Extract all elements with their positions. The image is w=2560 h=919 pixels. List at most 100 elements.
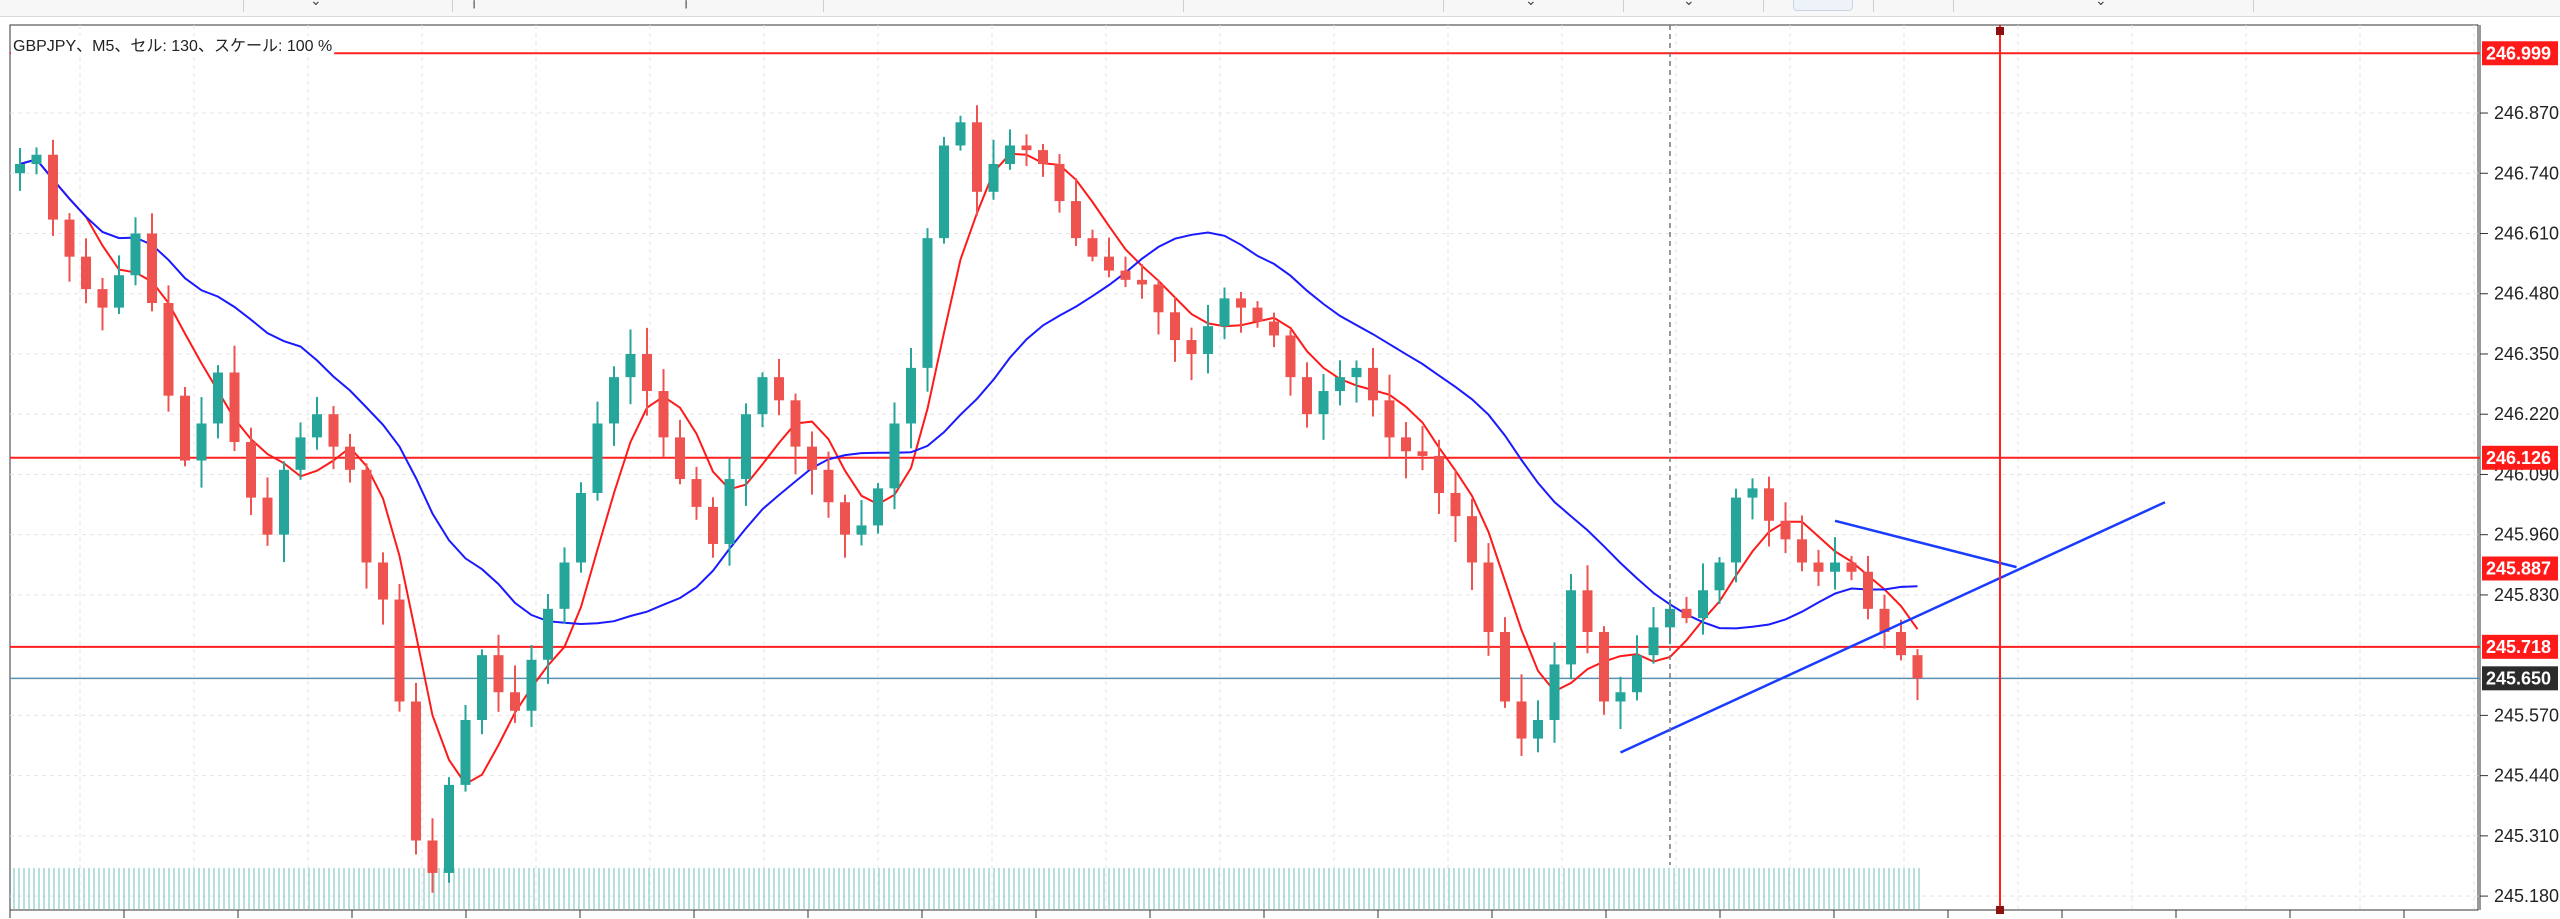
- candle: [345, 433, 355, 483]
- candle-body: [543, 608, 553, 660]
- candle-body: [790, 400, 801, 447]
- candle-body: [213, 372, 223, 424]
- toolbar-separator: [1953, 0, 1954, 12]
- candle-body: [1599, 631, 1609, 702]
- candle-body: [774, 377, 784, 401]
- toolbar-toggle-button[interactable]: [1793, 0, 1853, 11]
- candle-body: [1186, 340, 1197, 354]
- candle: [1615, 676, 1626, 730]
- dropdown-icon[interactable]: ⌄: [1683, 0, 1695, 9]
- candle: [1368, 347, 1378, 417]
- candle: [708, 497, 718, 558]
- candle-body: [196, 423, 207, 461]
- candle-body: [1236, 298, 1246, 308]
- trendline-drawings[interactable]: [1619, 501, 2166, 754]
- candle: [378, 552, 388, 625]
- candle: [1120, 256, 1131, 288]
- candle: [1516, 674, 1527, 757]
- toolbar-separator: [823, 0, 824, 12]
- candle-body: [180, 395, 190, 461]
- candle-body: [559, 562, 570, 609]
- candle-body: [922, 238, 933, 368]
- trendline: [1834, 519, 2017, 569]
- y-tick-label: 246.480: [2494, 284, 2559, 304]
- vertical-line-handle: [1996, 27, 2004, 35]
- dropdown-icon[interactable]: ⌄: [310, 0, 322, 9]
- candle-body: [1269, 321, 1279, 336]
- candle: [1483, 543, 1494, 656]
- candle: [1764, 476, 1774, 547]
- candle-body: [873, 488, 883, 526]
- candle-body: [1351, 367, 1362, 378]
- candle-body: [1797, 539, 1807, 563]
- candle: [1186, 327, 1197, 381]
- toolbar-separator: [1443, 0, 1444, 12]
- candle-body: [823, 469, 834, 503]
- candle-body: [1285, 335, 1296, 378]
- chart-frame: [9, 24, 2479, 911]
- candle: [1912, 649, 1923, 701]
- candle: [1252, 301, 1263, 328]
- candle-body: [48, 154, 58, 220]
- candle: [460, 704, 471, 792]
- candle-body: [1467, 516, 1477, 563]
- candle-body: [1846, 562, 1857, 572]
- candle: [823, 451, 834, 518]
- candle-body: [1747, 488, 1758, 498]
- vertical-lines[interactable]: [1669, 25, 2004, 914]
- candle: [229, 345, 240, 452]
- candle: [526, 645, 537, 727]
- candle-body: [1516, 701, 1527, 739]
- candle: [856, 500, 867, 546]
- candle-body: [1170, 312, 1180, 341]
- candle: [312, 396, 322, 450]
- candle: [1879, 594, 1890, 649]
- candle: [609, 366, 619, 446]
- candle: [411, 682, 421, 855]
- candle-body: [625, 353, 636, 378]
- candle: [658, 369, 669, 457]
- candle-body: [658, 391, 669, 438]
- candle: [31, 147, 42, 175]
- y-tick-label: 246.740: [2494, 163, 2559, 183]
- candle-body: [1830, 562, 1840, 572]
- candle-body: [31, 154, 42, 165]
- horizontal-lines: [10, 52, 2480, 680]
- candle: [1005, 129, 1015, 170]
- candle: [295, 422, 306, 480]
- candle: [1153, 279, 1164, 335]
- dropdown-icon[interactable]: ⌄: [2095, 0, 2107, 9]
- candle: [1797, 515, 1807, 572]
- candle-body: [1648, 627, 1659, 656]
- price-tag-label: 246.126: [2486, 448, 2551, 468]
- candle: [444, 777, 454, 883]
- candle: [1054, 154, 1065, 213]
- cursor-icon[interactable]: ╷: [682, 0, 691, 9]
- candle-body: [1401, 437, 1411, 452]
- cursor-icon[interactable]: ╷: [470, 0, 479, 9]
- toolbar: ⌄ ╷ ╷ ⌄ ⌄ ⌄: [0, 0, 2560, 17]
- candle-body: [328, 414, 339, 447]
- candle-body: [1731, 497, 1741, 563]
- candle-body: [1120, 270, 1131, 280]
- candle: [625, 329, 636, 405]
- candle-body: [1615, 692, 1626, 702]
- candle-body: [1483, 562, 1494, 632]
- candle: [1846, 555, 1857, 581]
- candle: [1269, 312, 1279, 348]
- candle: [262, 477, 273, 546]
- price-tag: [2482, 445, 2558, 470]
- candle: [559, 547, 570, 624]
- candle: [922, 228, 933, 392]
- candle-body: [1071, 201, 1081, 239]
- candle: [213, 365, 223, 439]
- candle-body: [427, 840, 438, 873]
- y-tick-label: 245.180: [2494, 886, 2559, 906]
- chart-info-label: GBPJPY、M5、セル: 130、スケール: 100 %: [13, 37, 332, 55]
- candle: [196, 397, 207, 488]
- candle: [427, 818, 438, 893]
- dropdown-icon[interactable]: ⌄: [1525, 0, 1537, 9]
- candle-body: [592, 423, 603, 493]
- candle: [675, 419, 685, 485]
